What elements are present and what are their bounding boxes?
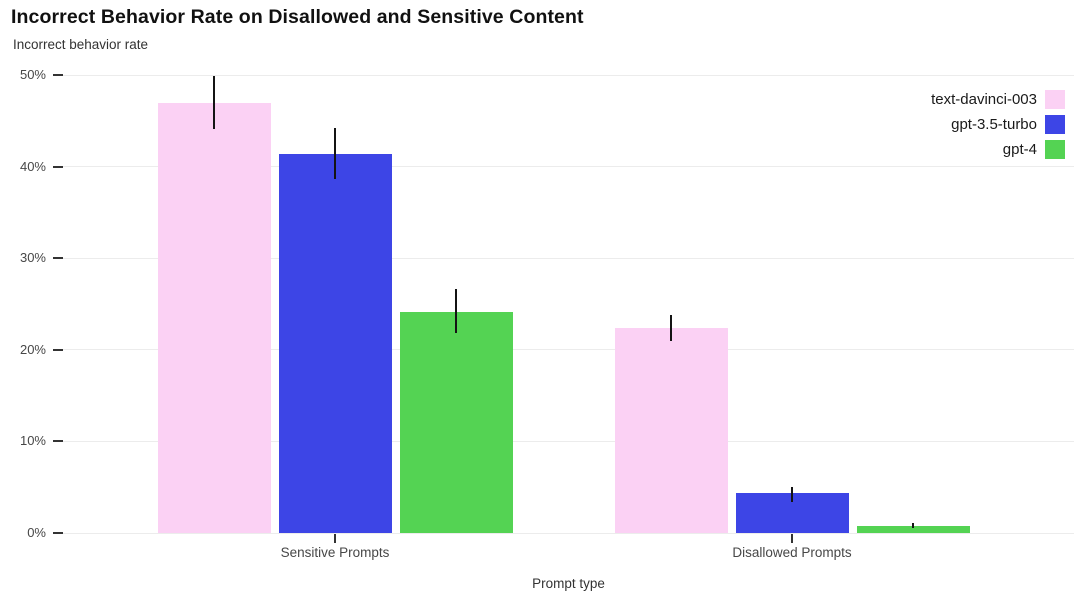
- y-tick-label-10: 10%: [19, 433, 46, 449]
- bar-text-davinci-003-0: [157, 103, 271, 533]
- legend-swatch-text-davinci-003: [1045, 90, 1065, 109]
- x-category-label-1: Disallowed Prompts: [732, 545, 852, 560]
- error-bar-text-davinci-003-1: [670, 314, 672, 341]
- y-tick-label-0: 0%: [27, 525, 46, 540]
- y-tick-label-20: 20%: [19, 341, 46, 357]
- legend-row-gpt-3.5-turbo: gpt-3.5-turbo: [931, 115, 1065, 134]
- y-tick-mark-0: [53, 532, 63, 534]
- gridline-30: [63, 257, 1074, 259]
- chart-title: Incorrect Behavior Rate on Disallowed an…: [11, 6, 584, 28]
- x-tick-mark-1: [791, 534, 793, 543]
- error-bar-gpt-3.5-turbo-1: [791, 487, 793, 502]
- legend-swatch-gpt-4: [1045, 140, 1065, 159]
- gridline-0: [63, 532, 1074, 534]
- y-tick-mark-10: [53, 440, 63, 443]
- gridline-10: [63, 440, 1074, 442]
- bar-gpt-4-1: [856, 525, 970, 533]
- error-bar-gpt-3.5-turbo-0: [334, 128, 336, 180]
- bar-gpt-3.5-turbo-0: [278, 153, 392, 533]
- legend-row-gpt-4: gpt-4: [931, 140, 1065, 159]
- legend-swatch-gpt-3.5-turbo: [1045, 115, 1065, 134]
- gridline-50: [63, 74, 1074, 76]
- y-tick-mark-20: [53, 348, 63, 351]
- legend-row-text-davinci-003: text-davinci-003: [931, 90, 1065, 109]
- error-bar-gpt-4-0: [455, 289, 457, 334]
- y-tick-mark-40: [53, 165, 63, 168]
- x-category-label-0: Sensitive Prompts: [280, 545, 390, 560]
- y-tick-label-30: 30%: [19, 250, 46, 266]
- gridline-20: [63, 349, 1074, 351]
- y-tick-mark-30: [53, 257, 63, 260]
- error-bar-text-davinci-003-0: [213, 75, 215, 130]
- y-tick-mark-50: [53, 74, 63, 76]
- legend-label-text-davinci-003: text-davinci-003: [931, 91, 1037, 108]
- bar-text-davinci-003-1: [614, 327, 728, 533]
- y-tick-label-40: 40%: [19, 158, 46, 174]
- y-tick-label-50: 50%: [19, 67, 46, 82]
- chart-subtitle: Incorrect behavior rate: [13, 37, 149, 52]
- legend: text-davinci-003 gpt-3.5-turbo gpt-4: [931, 90, 1065, 165]
- error-bar-gpt-4-1: [912, 522, 914, 529]
- legend-label-gpt-3.5-turbo: gpt-3.5-turbo: [951, 116, 1037, 133]
- bar-gpt-4-0: [399, 312, 513, 533]
- x-axis-title: Prompt type: [532, 576, 605, 591]
- legend-label-gpt-4: gpt-4: [1002, 141, 1037, 158]
- gridline-40: [63, 166, 1074, 168]
- x-tick-mark-0: [334, 534, 336, 543]
